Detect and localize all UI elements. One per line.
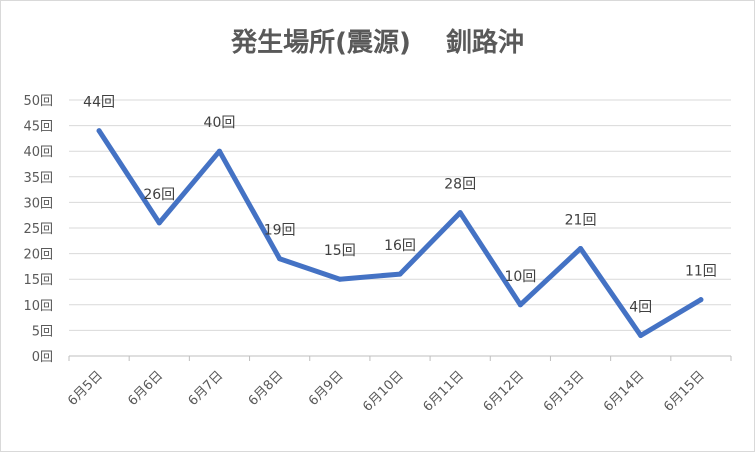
y-tick-label: 15回 <box>23 273 53 288</box>
data-point <box>698 297 704 303</box>
data-point <box>457 210 463 216</box>
y-tick-label: 40回 <box>23 145 53 160</box>
y-tick-label: 0回 <box>32 350 53 365</box>
x-tick-label: 6月13日 <box>541 368 588 415</box>
data-point <box>397 271 403 277</box>
data-label: 26回 <box>143 187 175 203</box>
data-label: 19回 <box>264 223 296 239</box>
y-tick-label: 50回 <box>23 94 53 109</box>
y-tick-label: 30回 <box>23 196 53 211</box>
x-tick-label: 6月5日 <box>65 368 106 409</box>
y-tick-label: 35回 <box>23 171 53 186</box>
x-tick-label: 6月14日 <box>601 368 648 415</box>
y-tick-label: 20回 <box>23 248 53 263</box>
data-label: 10回 <box>504 269 536 285</box>
x-tick-label: 6月11日 <box>420 368 467 415</box>
data-label: 40回 <box>204 115 236 131</box>
data-point <box>277 256 283 262</box>
data-label: 16回 <box>384 238 416 254</box>
chart-title: 発生場所(震源) 釧路沖 <box>231 28 524 58</box>
y-tick-label: 10回 <box>23 299 53 314</box>
data-label: 21回 <box>565 212 597 228</box>
y-tick-label: 5回 <box>32 324 53 339</box>
data-point <box>96 128 102 134</box>
x-tick-label: 6月15日 <box>661 368 708 415</box>
x-tick-label: 6月9日 <box>306 368 347 409</box>
y-tick-label: 45回 <box>23 120 53 135</box>
data-point <box>517 302 523 308</box>
data-point <box>156 220 162 226</box>
data-label: 28回 <box>444 177 476 193</box>
data-point <box>337 276 343 282</box>
x-tick-label: 6月12日 <box>481 368 528 415</box>
x-tick-label: 6月10日 <box>360 368 407 415</box>
data-point <box>216 148 222 154</box>
data-label: 15回 <box>324 243 356 259</box>
data-point <box>638 333 644 339</box>
data-label: 44回 <box>83 95 115 111</box>
x-tick-label: 6月8日 <box>246 368 287 409</box>
x-tick-label: 6月7日 <box>186 368 227 409</box>
data-point <box>578 245 584 251</box>
y-tick-label: 25回 <box>23 222 53 237</box>
data-label: 4回 <box>629 300 652 316</box>
x-tick-label: 6月6日 <box>125 368 166 409</box>
data-label: 11回 <box>685 264 717 280</box>
